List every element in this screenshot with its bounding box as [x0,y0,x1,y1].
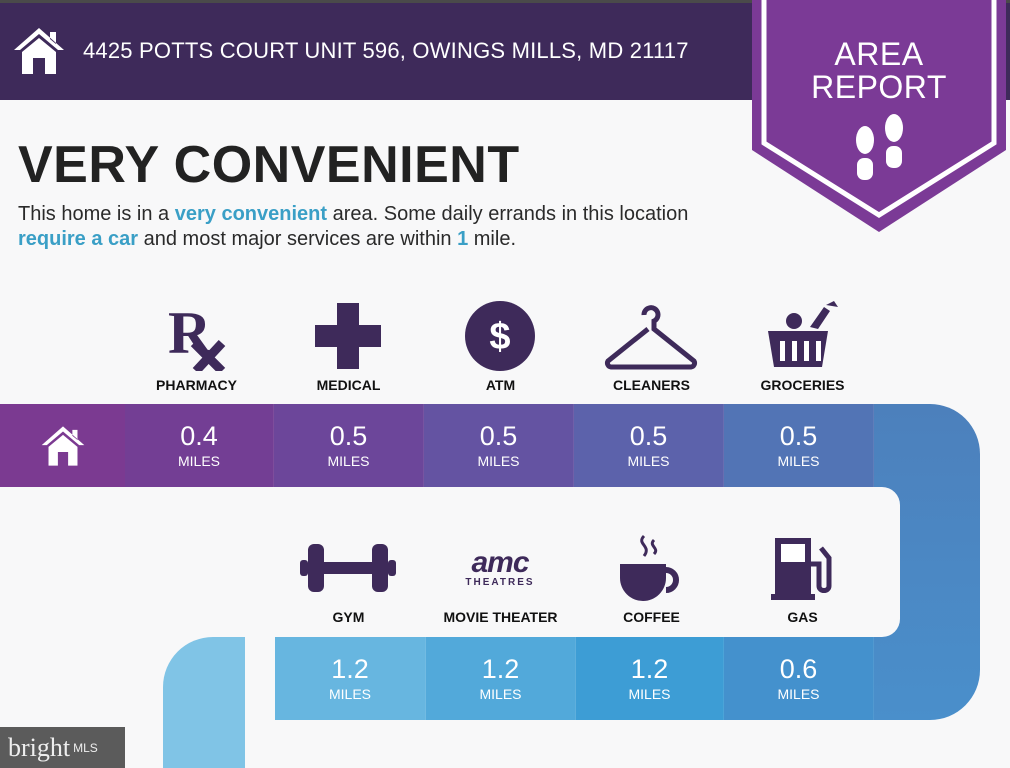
dumbbell-icon [298,528,398,608]
highlight: require a car [18,228,139,250]
label-atm: ATM [485,377,516,393]
distance-medical: 0.5 MILES [274,404,424,487]
svg-text:$: $ [489,316,510,358]
label-movie-theater: MOVIE THEATER [443,609,558,625]
home-cell [0,404,125,487]
label-cleaners: CLEANERS [612,377,690,393]
description: This home is in a very convenient area. … [18,203,689,250]
distance-gym: 1.2 MILES [275,637,426,720]
highlight: very convenient [174,203,328,225]
top-border [0,0,1010,3]
page-title: VERY CONVENIENT [18,136,520,194]
property-address: 4425 POTTS COURT UNIT 596, OWINGS MILLS,… [83,38,689,63]
distance-movie-theater: 1.2 MILES [426,637,576,720]
home-icon [41,425,84,466]
distance-atm: 0.5 MILES [424,404,574,487]
distance-gas: 0.6 MILES [724,637,874,720]
bright-mls-logo: bright MLS [0,727,125,768]
label-coffee: COFFEE [623,609,680,625]
label-groceries: GROCERIES [760,377,845,393]
gas-pump-icon [752,528,852,608]
grocery-basket-icon [752,296,852,376]
home-icon [14,28,64,74]
path-band-left [163,637,245,768]
bottom-panel [245,720,1010,768]
rx-icon: R [146,296,246,376]
middle-panel [0,487,900,637]
highlight: 1 [457,228,469,250]
coffee-cup-icon [601,528,701,608]
area-report-badge [752,0,1006,232]
badge-title: AREA REPORT [752,38,1006,104]
dollar-icon: $ [450,296,550,376]
label-gas: GAS [787,609,818,625]
footprints-icon [856,114,903,180]
amc-theatres-icon: amc THEATRES [465,545,535,588]
distance-pharmacy: 0.4 MILES [125,404,274,487]
hanger-icon [601,296,701,376]
label-medical: MEDICAL [316,377,381,393]
medical-cross-icon [298,296,398,376]
distance-cleaners: 0.5 MILES [574,404,724,487]
label-pharmacy: PHARMACY [156,377,237,393]
distance-groceries: 0.5 MILES [724,404,874,487]
distance-coffee: 1.2 MILES [576,637,724,720]
badge-line2: REPORT [811,69,947,105]
badge-line1: AREA [834,36,924,72]
label-gym: GYM [332,609,365,625]
